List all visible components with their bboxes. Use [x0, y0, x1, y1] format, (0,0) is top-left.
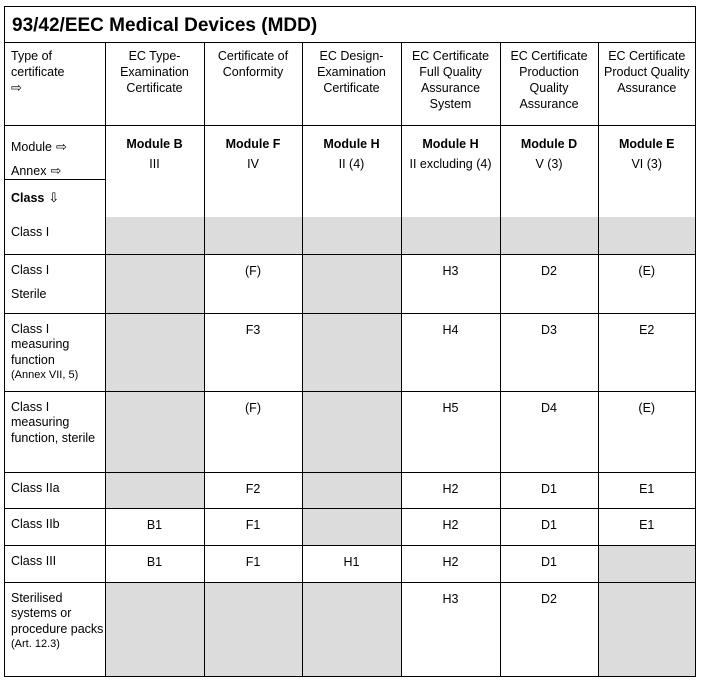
table-cell: D1	[499, 507, 599, 546]
table-cell: H2	[400, 544, 501, 583]
table-cell: H2	[400, 471, 501, 509]
table-cell	[301, 253, 402, 314]
table-cell: H3	[400, 253, 501, 314]
table-row: Class IIb B1 F1 H2 D1 E1	[5, 507, 695, 546]
down-arrow-icon: ⇩	[48, 189, 60, 205]
col-module-5: Module E VI (3)	[597, 124, 695, 217]
table-cell: D3	[499, 312, 599, 392]
table-cell	[104, 581, 205, 676]
row-class-label: Class I	[5, 217, 106, 255]
table-cell	[301, 581, 402, 676]
table-cell: E1	[597, 507, 695, 546]
table-cell	[597, 544, 695, 583]
row-class-label: Class I measuring function, sterile	[5, 390, 106, 473]
table-cell: F2	[203, 471, 303, 509]
table-cell: H4	[400, 312, 501, 392]
right-arrow-icon: ⇨	[56, 138, 67, 154]
header-type-row: Type of certificate ⇨ EC Type-Examinatio…	[5, 43, 695, 126]
row-class-label: Class III	[5, 544, 106, 583]
col-type-1: Certificate of Conformity	[203, 43, 303, 126]
table-cell	[104, 253, 205, 314]
table-cell	[499, 217, 599, 255]
class-label: Class	[11, 190, 45, 205]
table-cell: D2	[499, 581, 599, 676]
table-cell: (E)	[597, 390, 695, 473]
table-cell	[203, 581, 303, 676]
table-cell	[104, 312, 205, 392]
table-cell: F1	[203, 544, 303, 583]
table-cell: D4	[499, 390, 599, 473]
table-cell	[104, 390, 205, 473]
module-label: Module	[11, 139, 52, 154]
row-class-label: Class I measuring function (Annex VII, 5)	[5, 312, 106, 392]
table-cell: F3	[203, 312, 303, 392]
col-module-2: Module H II (4)	[301, 124, 402, 217]
table-cell	[301, 390, 402, 473]
class-rows: Class I Class I Sterile (F) H3 D2 (E) Class I m…	[5, 217, 695, 676]
row-class-label: Class IIb	[5, 507, 106, 546]
col-module-0: Module B III	[104, 124, 205, 217]
annex-label: Annex	[11, 163, 47, 178]
table-cell: H1	[301, 544, 402, 583]
right-arrow-icon: ⇨	[11, 80, 22, 95]
table-cell	[301, 217, 402, 255]
table-cell: (E)	[597, 253, 695, 314]
col-type-3: EC Certificate Full Quality Assurance Sy…	[400, 43, 501, 126]
table-cell: E1	[597, 471, 695, 509]
col-type-2: EC Design-Examination Certificate	[301, 43, 402, 126]
table-cell: H5	[400, 390, 501, 473]
mdd-table-frame: 93/42/EEC Medical Devices (MDD) Type of …	[4, 6, 696, 677]
table-cell	[400, 217, 501, 255]
table-cell	[597, 217, 695, 255]
table-cell	[301, 507, 402, 546]
table-cell: D1	[499, 471, 599, 509]
col-module-1: Module F IV	[203, 124, 303, 217]
col-type-4: EC Certificate Production Quality Assura…	[499, 43, 599, 126]
row-class-label: Class I Sterile	[5, 253, 106, 314]
right-arrow-icon: ⇨	[50, 162, 62, 178]
col-type-0: EC Type-Examination Certificate	[104, 43, 205, 126]
table-cell: E2	[597, 312, 695, 392]
table-cell	[203, 217, 303, 255]
type-of-certificate-label: Type of certificate ⇨	[5, 43, 106, 126]
table-cell	[104, 471, 205, 509]
conformity-table: Type of certificate ⇨ EC Type-Examinatio…	[5, 43, 695, 676]
table-cell: H2	[400, 507, 501, 546]
table-cell: H3	[400, 581, 501, 676]
table-cell	[301, 471, 402, 509]
col-type-5: EC Certificate Product Quality Assurance	[597, 43, 695, 126]
table-row: Class I measuring function, sterile (F) H5…	[5, 390, 695, 473]
table-cell: F1	[203, 507, 303, 546]
table-cell	[597, 581, 695, 676]
table-cell: (F)	[203, 390, 303, 473]
table-cell: (F)	[203, 253, 303, 314]
table-cell	[104, 217, 205, 255]
table-cell: D1	[499, 544, 599, 583]
header-module-row: Module ⇨ Annex ⇨ Class ⇩ Module B III Module…	[5, 124, 695, 217]
row-class-label: Sterilised systems or procedure packs (Ar…	[5, 581, 106, 676]
table-row: Class I	[5, 217, 695, 255]
table-cell: D2	[499, 253, 599, 314]
table-cell: B1	[104, 544, 205, 583]
table-row: Class IIa F2 H2 D1 E1	[5, 471, 695, 509]
table-row: Class III B1 F1 H1 H2 D1	[5, 544, 695, 583]
table-cell: B1	[104, 507, 205, 546]
col-module-3: Module H II excluding (4)	[400, 124, 501, 217]
row-class-label: Class IIa	[5, 471, 106, 509]
table-title: 93/42/EEC Medical Devices (MDD)	[5, 7, 695, 43]
table-cell	[301, 312, 402, 392]
table-row: Class I Sterile (F) H3 D2 (E)	[5, 253, 695, 314]
table-row: Sterilised systems or procedure packs (Ar…	[5, 581, 695, 676]
module-annex-class-labels: Module ⇨ Annex ⇨ Class ⇩	[5, 124, 106, 217]
table-row: Class I measuring function (Annex VII, 5)…	[5, 312, 695, 392]
